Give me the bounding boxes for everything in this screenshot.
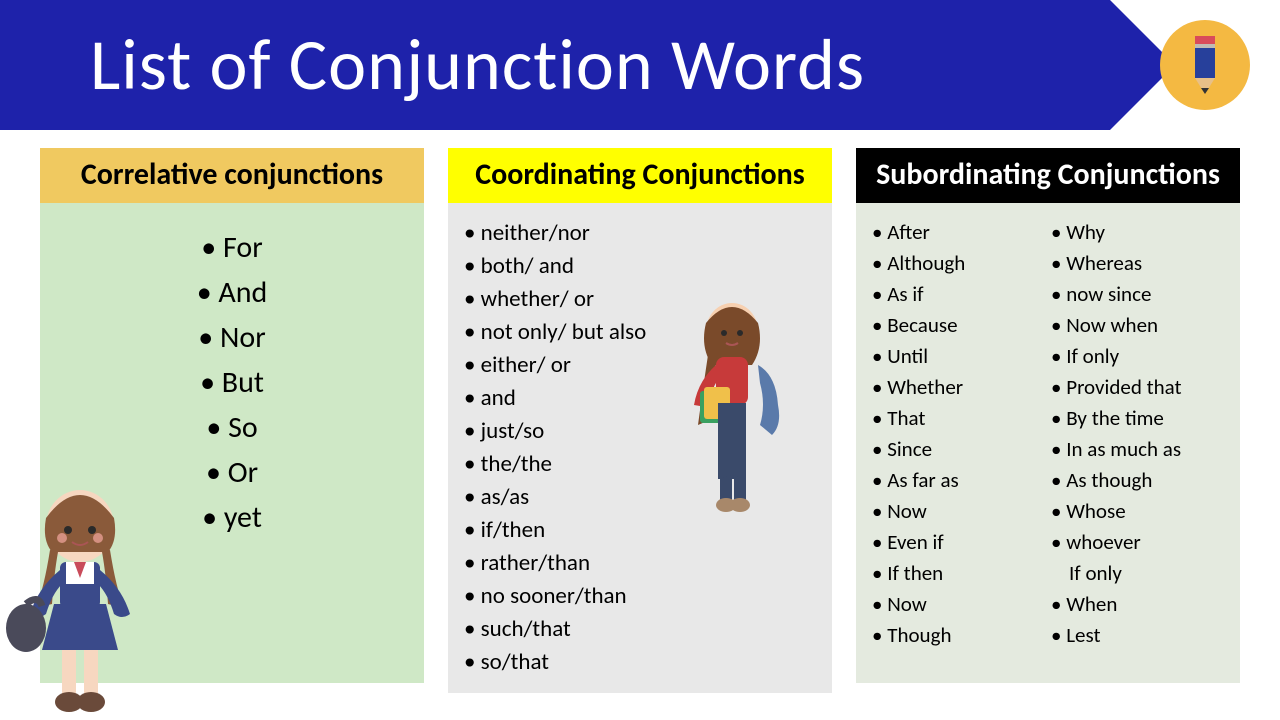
list-item: If only — [1051, 558, 1224, 589]
list-item: When — [1051, 589, 1224, 620]
list-item: So — [56, 405, 408, 450]
subordinating-list-left: AfterAlthoughAs ifBecauseUntilWhetherTha… — [872, 217, 1045, 651]
list-item: Now — [872, 496, 1045, 527]
list-item: Whereas — [1051, 248, 1224, 279]
list-item: Whether — [872, 372, 1045, 403]
list-item: such/that — [464, 613, 816, 646]
pencil-icon — [1187, 36, 1223, 94]
student-girl-right-illustration — [672, 295, 792, 515]
list-item: Whose — [1051, 496, 1224, 527]
list-item: rather/than — [464, 547, 816, 580]
schoolgirl-left-illustration — [2, 478, 172, 718]
list-item: After — [872, 217, 1045, 248]
list-item: As far as — [872, 465, 1045, 496]
list-item: Until — [872, 341, 1045, 372]
title-banner: List of Conjunction Words — [0, 0, 1280, 130]
list-item: If only — [1051, 341, 1224, 372]
list-item: if/then — [464, 514, 816, 547]
coordinating-header: Coordinating Conjunctions — [448, 148, 832, 203]
list-item: no sooner/than — [464, 580, 816, 613]
list-item: both/ and — [464, 250, 816, 283]
subordinating-list-right: WhyWhereasnow sinceNow whenIf onlyProvid… — [1051, 217, 1224, 651]
list-item: Now when — [1051, 310, 1224, 341]
subordinating-body: AfterAlthoughAs ifBecauseUntilWhetherTha… — [856, 203, 1240, 683]
list-item: Because — [872, 310, 1045, 341]
list-item: Even if — [872, 527, 1045, 558]
list-item: whoever — [1051, 527, 1224, 558]
list-item: Now — [872, 589, 1045, 620]
list-item: If then — [872, 558, 1045, 589]
list-item: neither/nor — [464, 217, 816, 250]
subordinating-header: Subordinating Conjunctions — [856, 148, 1240, 203]
list-item: Lest — [1051, 620, 1224, 651]
column-subordinating: Subordinating Conjunctions AfterAlthough… — [856, 148, 1240, 693]
list-item: In as much as — [1051, 434, 1224, 465]
subordinating-two-col: AfterAlthoughAs ifBecauseUntilWhetherTha… — [872, 217, 1224, 651]
correlative-header: Correlative conjunctions — [40, 148, 424, 203]
list-item: Provided that — [1051, 372, 1224, 403]
list-item: But — [56, 360, 408, 405]
pencil-badge — [1160, 20, 1250, 110]
banner-blue-chevron: List of Conjunction Words — [0, 0, 1110, 130]
list-item: By the time — [1051, 403, 1224, 434]
list-item: Why — [1051, 217, 1224, 248]
list-item: That — [872, 403, 1045, 434]
list-item: Though — [872, 620, 1045, 651]
list-item: Since — [872, 434, 1045, 465]
list-item: so/that — [464, 646, 816, 679]
page-title: List of Conjunction Words — [90, 21, 865, 109]
list-item: For — [56, 225, 408, 270]
columns-container: Correlative conjunctions ForAndNorButSoO… — [0, 130, 1280, 693]
list-item: Although — [872, 248, 1045, 279]
list-item: As if — [872, 279, 1045, 310]
list-item: And — [56, 270, 408, 315]
list-item: now since — [1051, 279, 1224, 310]
list-item: Nor — [56, 315, 408, 360]
list-item: As though — [1051, 465, 1224, 496]
